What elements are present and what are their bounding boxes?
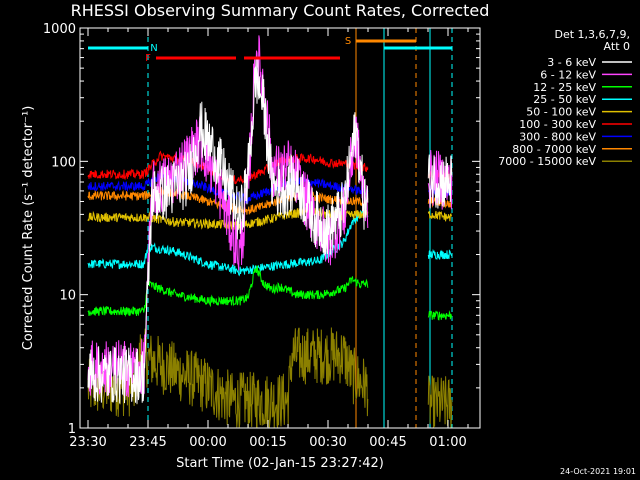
legend-header-line-2: Att 0 <box>604 40 630 53</box>
series-line-3-6-kev <box>87 56 369 404</box>
y-axis-label: Corrected Count Rate (s⁻¹ detector⁻¹) <box>21 106 36 351</box>
x-tick-label: 23:30 <box>69 435 106 450</box>
legend-label-800-7000-kev: 800 - 7000 keV <box>512 143 596 156</box>
x-tick-label: 01:00 <box>429 435 466 450</box>
legend-label-6-12-kev: 6 - 12 keV <box>540 68 596 81</box>
plot-frame <box>79 27 481 429</box>
legend-label-12-25-kev: 12 - 25 keV <box>533 81 596 94</box>
state-bar-label: S <box>345 36 351 47</box>
footer-date: 24-Oct-2021 19:01 <box>560 467 636 476</box>
legend-label-7000-15000-kev: 7000 - 15000 keV <box>498 155 596 168</box>
legend-label-3-6-kev: 3 - 6 keV <box>547 56 596 69</box>
series-line-50-100-kev <box>427 210 453 222</box>
y-tick-label: 1000 <box>43 22 76 37</box>
state-bar-label: N <box>150 43 157 54</box>
x-tick-label: 23:45 <box>129 435 166 450</box>
y-tick-label: 100 <box>51 155 76 170</box>
plot-area <box>87 28 453 428</box>
legend-label-50-100-kev: 50 - 100 keV <box>526 106 596 119</box>
x-tick-label: 00:00 <box>189 435 226 450</box>
legend-label-300-800-kev: 300 - 800 keV <box>519 130 596 143</box>
series-line-3-6-kev <box>427 154 453 209</box>
y-axis-ticks: 1 10 100 1000 <box>43 22 480 437</box>
y-tick-label: 10 <box>59 289 76 304</box>
y-tick-label: 1 <box>68 422 76 437</box>
legend-label-100-300-kev: 100 - 300 keV <box>519 118 596 131</box>
legend-header-line-1: Det 1,3,6,7,9, <box>554 28 630 41</box>
series-line-7000-15000-kev <box>427 375 453 428</box>
series-line-12-25-kev <box>427 310 453 321</box>
series-line-25-50-kev <box>87 210 369 277</box>
series-line-25-50-kev <box>427 248 453 260</box>
x-tick-label: 00:15 <box>249 435 286 450</box>
x-axis-label: Start Time (02-Jan-15 23:27:42) <box>176 456 384 471</box>
series-line-12-25-kev <box>87 265 369 318</box>
x-axis-ticks: 23:30 23:45 00:00 00:15 00:30 00:45 01:00 <box>69 28 469 450</box>
x-tick-label: 00:30 <box>309 435 346 450</box>
legend-label-25-50-kev: 25 - 50 keV <box>533 93 596 106</box>
chart-title: RHESSI Observing Summary Count Rates, Co… <box>71 1 490 20</box>
state-bar-label: F <box>145 53 151 64</box>
x-tick-label: 00:45 <box>369 435 406 450</box>
